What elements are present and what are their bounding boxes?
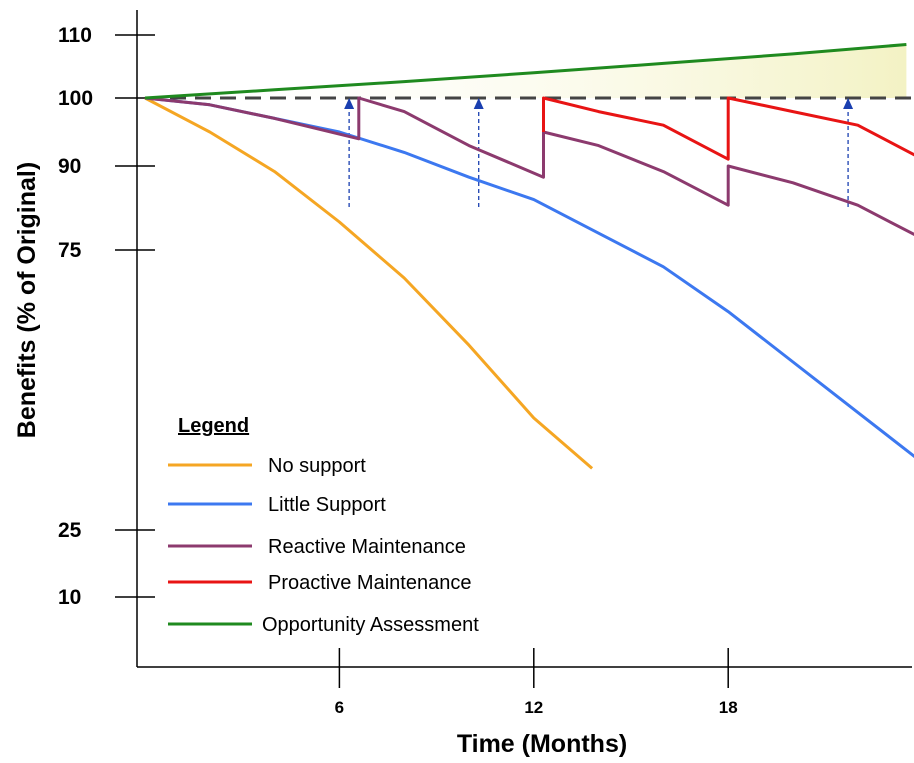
legend-label-proactive-maintenance: Proactive Maintenance bbox=[268, 572, 471, 594]
upward-arrow-head bbox=[473, 98, 484, 109]
series-line-little-support bbox=[144, 96, 914, 459]
opportunity-fill-layer bbox=[145, 44, 907, 98]
legend-item-no-support: No support bbox=[168, 455, 366, 477]
y-axis-title: Benefits (% of Original) bbox=[13, 162, 41, 438]
upward-arrow-head bbox=[843, 98, 854, 109]
legend-label-no-support: No support bbox=[268, 455, 366, 477]
upward-arrow bbox=[473, 98, 484, 207]
axis-titles-layer: Time (Months) Benefits (% of Original) bbox=[13, 162, 627, 758]
x-axis-title: Time (Months) bbox=[457, 730, 627, 758]
legend-title: Legend bbox=[178, 415, 249, 437]
y-tick-label: 25 bbox=[58, 519, 82, 542]
legend-label-reactive-maintenance: Reactive Maintenance bbox=[268, 536, 466, 558]
y-tick-label: 75 bbox=[58, 239, 82, 262]
legend-item-opportunity-assessment: Opportunity Assessment bbox=[168, 614, 479, 636]
legend-item-proactive-maintenance: Proactive Maintenance bbox=[168, 572, 471, 594]
x-tick-label: 18 bbox=[719, 698, 738, 717]
arrow-annotation-layer bbox=[344, 98, 854, 207]
upward-arrow bbox=[843, 98, 854, 207]
y-tick-label: 110 bbox=[58, 24, 92, 47]
legend-item-little-support: Little Support bbox=[168, 494, 386, 516]
legend-item-reactive-maintenance: Reactive Maintenance bbox=[168, 536, 466, 558]
opportunity-gain-area bbox=[145, 44, 907, 98]
series-layer bbox=[144, 43, 914, 470]
x-tick-label: 12 bbox=[524, 698, 543, 717]
y-tick-label: 90 bbox=[58, 155, 81, 178]
y-tick-label: 10 bbox=[58, 586, 81, 609]
series-line-reactive-maintenance bbox=[144, 96, 914, 237]
upward-arrow bbox=[344, 98, 355, 207]
upward-arrow-head bbox=[344, 98, 355, 109]
legend-label-little-support: Little Support bbox=[268, 494, 386, 516]
legend-label-opportunity-assessment: Opportunity Assessment bbox=[262, 614, 479, 636]
y-tick-label: 100 bbox=[58, 87, 93, 110]
series-line-proactive-maintenance bbox=[542, 96, 914, 161]
legend: Legend No support Little Support Reactive M… bbox=[168, 415, 479, 636]
series-line-opportunity-assessment bbox=[144, 43, 907, 100]
axes-layer bbox=[115, 10, 912, 688]
x-tick-label: 6 bbox=[335, 698, 344, 717]
series-line-no-support bbox=[144, 96, 594, 470]
tick-labels-layer: 110 100 90 75 25 10 6 12 18 bbox=[58, 24, 738, 717]
